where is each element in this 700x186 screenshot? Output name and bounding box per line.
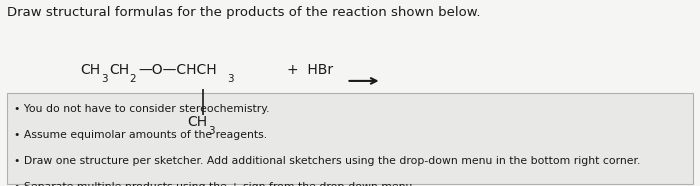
Text: CH: CH (109, 63, 130, 77)
Text: 3: 3 (228, 74, 234, 84)
FancyBboxPatch shape (7, 93, 693, 184)
Text: 3: 3 (208, 126, 214, 136)
Text: 2: 2 (130, 74, 136, 84)
Text: • Assume equimolar amounts of the reagents.: • Assume equimolar amounts of the reagen… (14, 130, 267, 140)
Text: 3: 3 (101, 74, 107, 84)
Text: +  HBr: + HBr (287, 63, 333, 77)
Text: • You do not have to consider stereochemistry.: • You do not have to consider stereochem… (14, 104, 270, 114)
Text: CH: CH (80, 63, 101, 77)
Text: CH: CH (188, 116, 208, 129)
Text: • Separate multiple products using the + sign from the drop-down menu.: • Separate multiple products using the +… (14, 182, 416, 186)
Text: —O—CHCH: —O—CHCH (138, 63, 216, 77)
Text: • Draw one structure per sketcher. Add additional sketchers using the drop-down : • Draw one structure per sketcher. Add a… (14, 156, 640, 166)
Text: Draw structural formulas for the products of the reaction shown below.: Draw structural formulas for the product… (7, 6, 480, 19)
